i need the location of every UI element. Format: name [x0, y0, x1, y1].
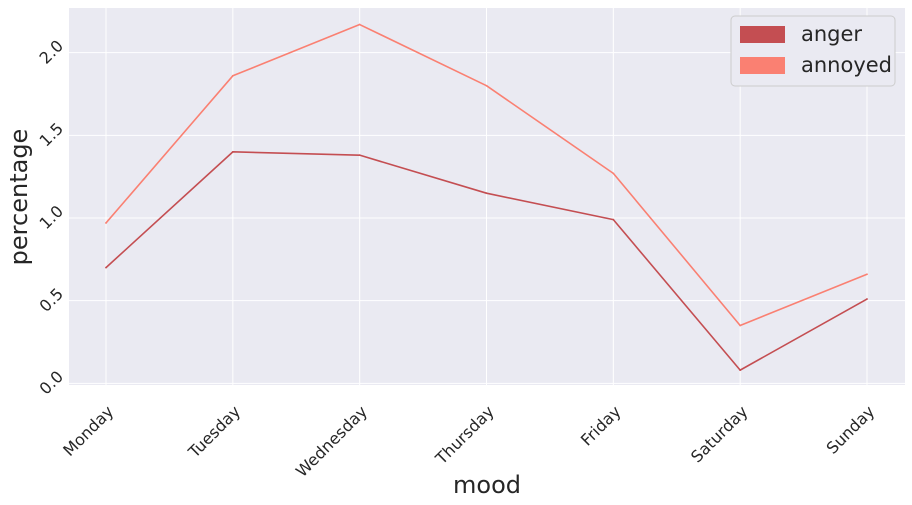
data-point — [612, 218, 615, 221]
x-tick-labels: Monday Tuesday Wednesday Thursday Friday Satu… — [59, 402, 878, 481]
series-annoyed — [105, 23, 868, 327]
y-axis-title: percentage — [5, 129, 33, 266]
data-point — [485, 84, 488, 87]
y-tick-label: 0.0 — [36, 367, 67, 398]
x-axis-title: mood — [453, 471, 521, 499]
y-tick-label: 1.0 — [36, 202, 67, 233]
legend-swatch-anger — [740, 26, 785, 43]
data-point — [358, 154, 361, 157]
x-tick-label: Wednesday — [292, 402, 371, 481]
x-tick-label: Tuesday — [184, 402, 244, 462]
x-tick-label: Thursday — [431, 402, 498, 469]
data-point — [485, 192, 488, 195]
legend-label-annoyed: annoyed — [801, 53, 892, 77]
grid — [69, 8, 905, 385]
data-point — [105, 266, 107, 269]
legend: anger annoyed — [730, 15, 896, 87]
data-point — [739, 369, 742, 372]
data-point — [358, 23, 361, 26]
series-anger — [105, 150, 868, 372]
legend-swatch-annoyed — [740, 57, 785, 74]
legend-label-anger: anger — [801, 22, 862, 46]
data-point — [739, 324, 742, 327]
y-tick-label: 1.5 — [36, 119, 67, 150]
x-tick-label: Monday — [59, 402, 117, 460]
data-point — [866, 298, 868, 300]
x-tick-label: Saturday — [687, 402, 751, 466]
x-tick-label: Friday — [577, 402, 625, 450]
data-point — [231, 74, 234, 77]
y-tick-label: 2.0 — [36, 36, 67, 67]
x-tick-label: Sunday — [823, 402, 879, 458]
y-tick-labels: 0.0 0.5 1.0 1.5 2.0 — [36, 36, 67, 398]
data-point — [105, 222, 107, 224]
series-layer — [105, 23, 868, 372]
y-tick-label: 0.5 — [36, 284, 67, 315]
data-point — [612, 172, 615, 175]
data-point — [866, 273, 868, 276]
data-point — [231, 150, 234, 153]
